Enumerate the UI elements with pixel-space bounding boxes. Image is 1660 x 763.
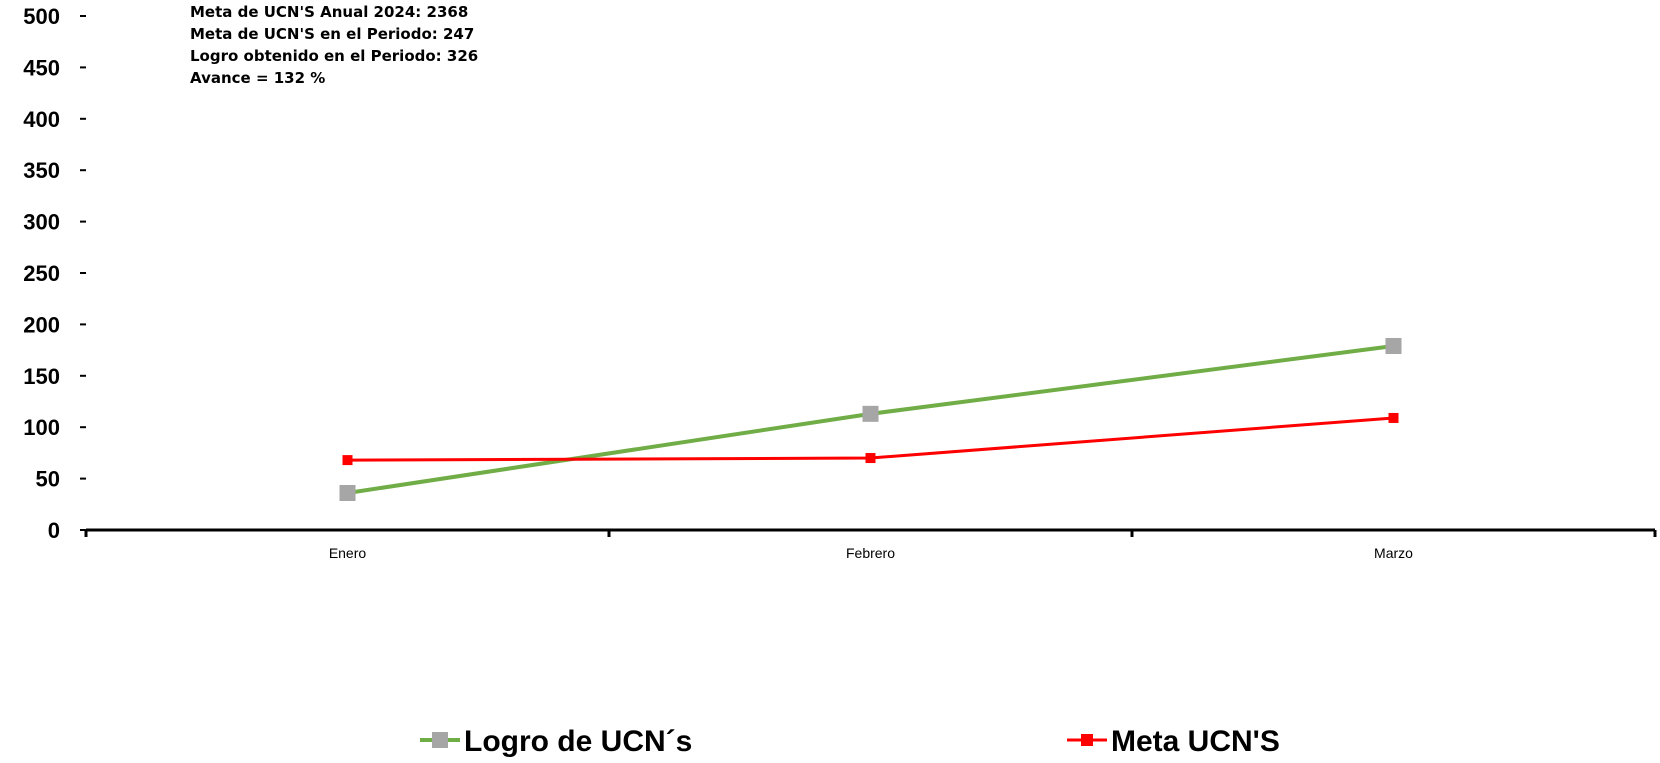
y-tick-label: 450 xyxy=(23,55,60,80)
legend-label: Meta UCN'S xyxy=(1111,725,1280,758)
y-tick-label: 400 xyxy=(23,107,60,132)
y-axis-ticks xyxy=(80,15,86,531)
x-axis-ticks xyxy=(84,530,1657,537)
x-tick-label: Febrero xyxy=(846,545,895,561)
y-tick-label: 300 xyxy=(23,210,60,235)
legend-item: Meta UCN'S xyxy=(1067,725,1280,758)
data-point xyxy=(862,405,879,422)
data-point xyxy=(1388,412,1399,423)
legend-item: Logro de UCN´s xyxy=(420,725,692,758)
x-tick-label: Enero xyxy=(329,545,367,561)
y-tick-label: 200 xyxy=(23,312,60,337)
series-markers xyxy=(339,337,1402,501)
data-point xyxy=(865,453,876,464)
data-point xyxy=(339,484,356,501)
legend-marker xyxy=(432,732,448,748)
y-tick-label: 50 xyxy=(36,467,60,492)
legend-label: Logro de UCN´s xyxy=(464,725,692,758)
annotation-line: Avance = 132 % xyxy=(190,69,325,87)
y-tick-label: 250 xyxy=(23,261,60,286)
data-point xyxy=(342,455,353,466)
data-point xyxy=(1385,337,1402,354)
y-axis-labels: 0 50 100 150 200 250 300 350 400 450 500 xyxy=(23,4,60,543)
y-tick-label: 500 xyxy=(23,4,60,29)
y-tick-label: 150 xyxy=(23,364,60,389)
annotation-line: Meta de UCN'S Anual 2024: 2368 xyxy=(190,3,468,21)
x-tick-label: Marzo xyxy=(1374,545,1413,561)
legend-marker xyxy=(1081,734,1093,746)
annotation-line: Logro obtenido en el Periodo: 326 xyxy=(190,47,478,65)
annotation-line: Meta de UCN'S en el Periodo: 247 xyxy=(190,25,474,43)
y-tick-label: 0 xyxy=(48,518,60,543)
x-axis-labels: Enero Febrero Marzo xyxy=(329,545,1413,561)
y-tick-label: 100 xyxy=(23,415,60,440)
annotation-box: Meta de UCN'S Anual 2024: 2368 Meta de UC… xyxy=(190,3,478,87)
y-tick-label: 350 xyxy=(23,158,60,183)
legend: Logro de UCN´s Meta UCN'S xyxy=(420,725,1280,758)
